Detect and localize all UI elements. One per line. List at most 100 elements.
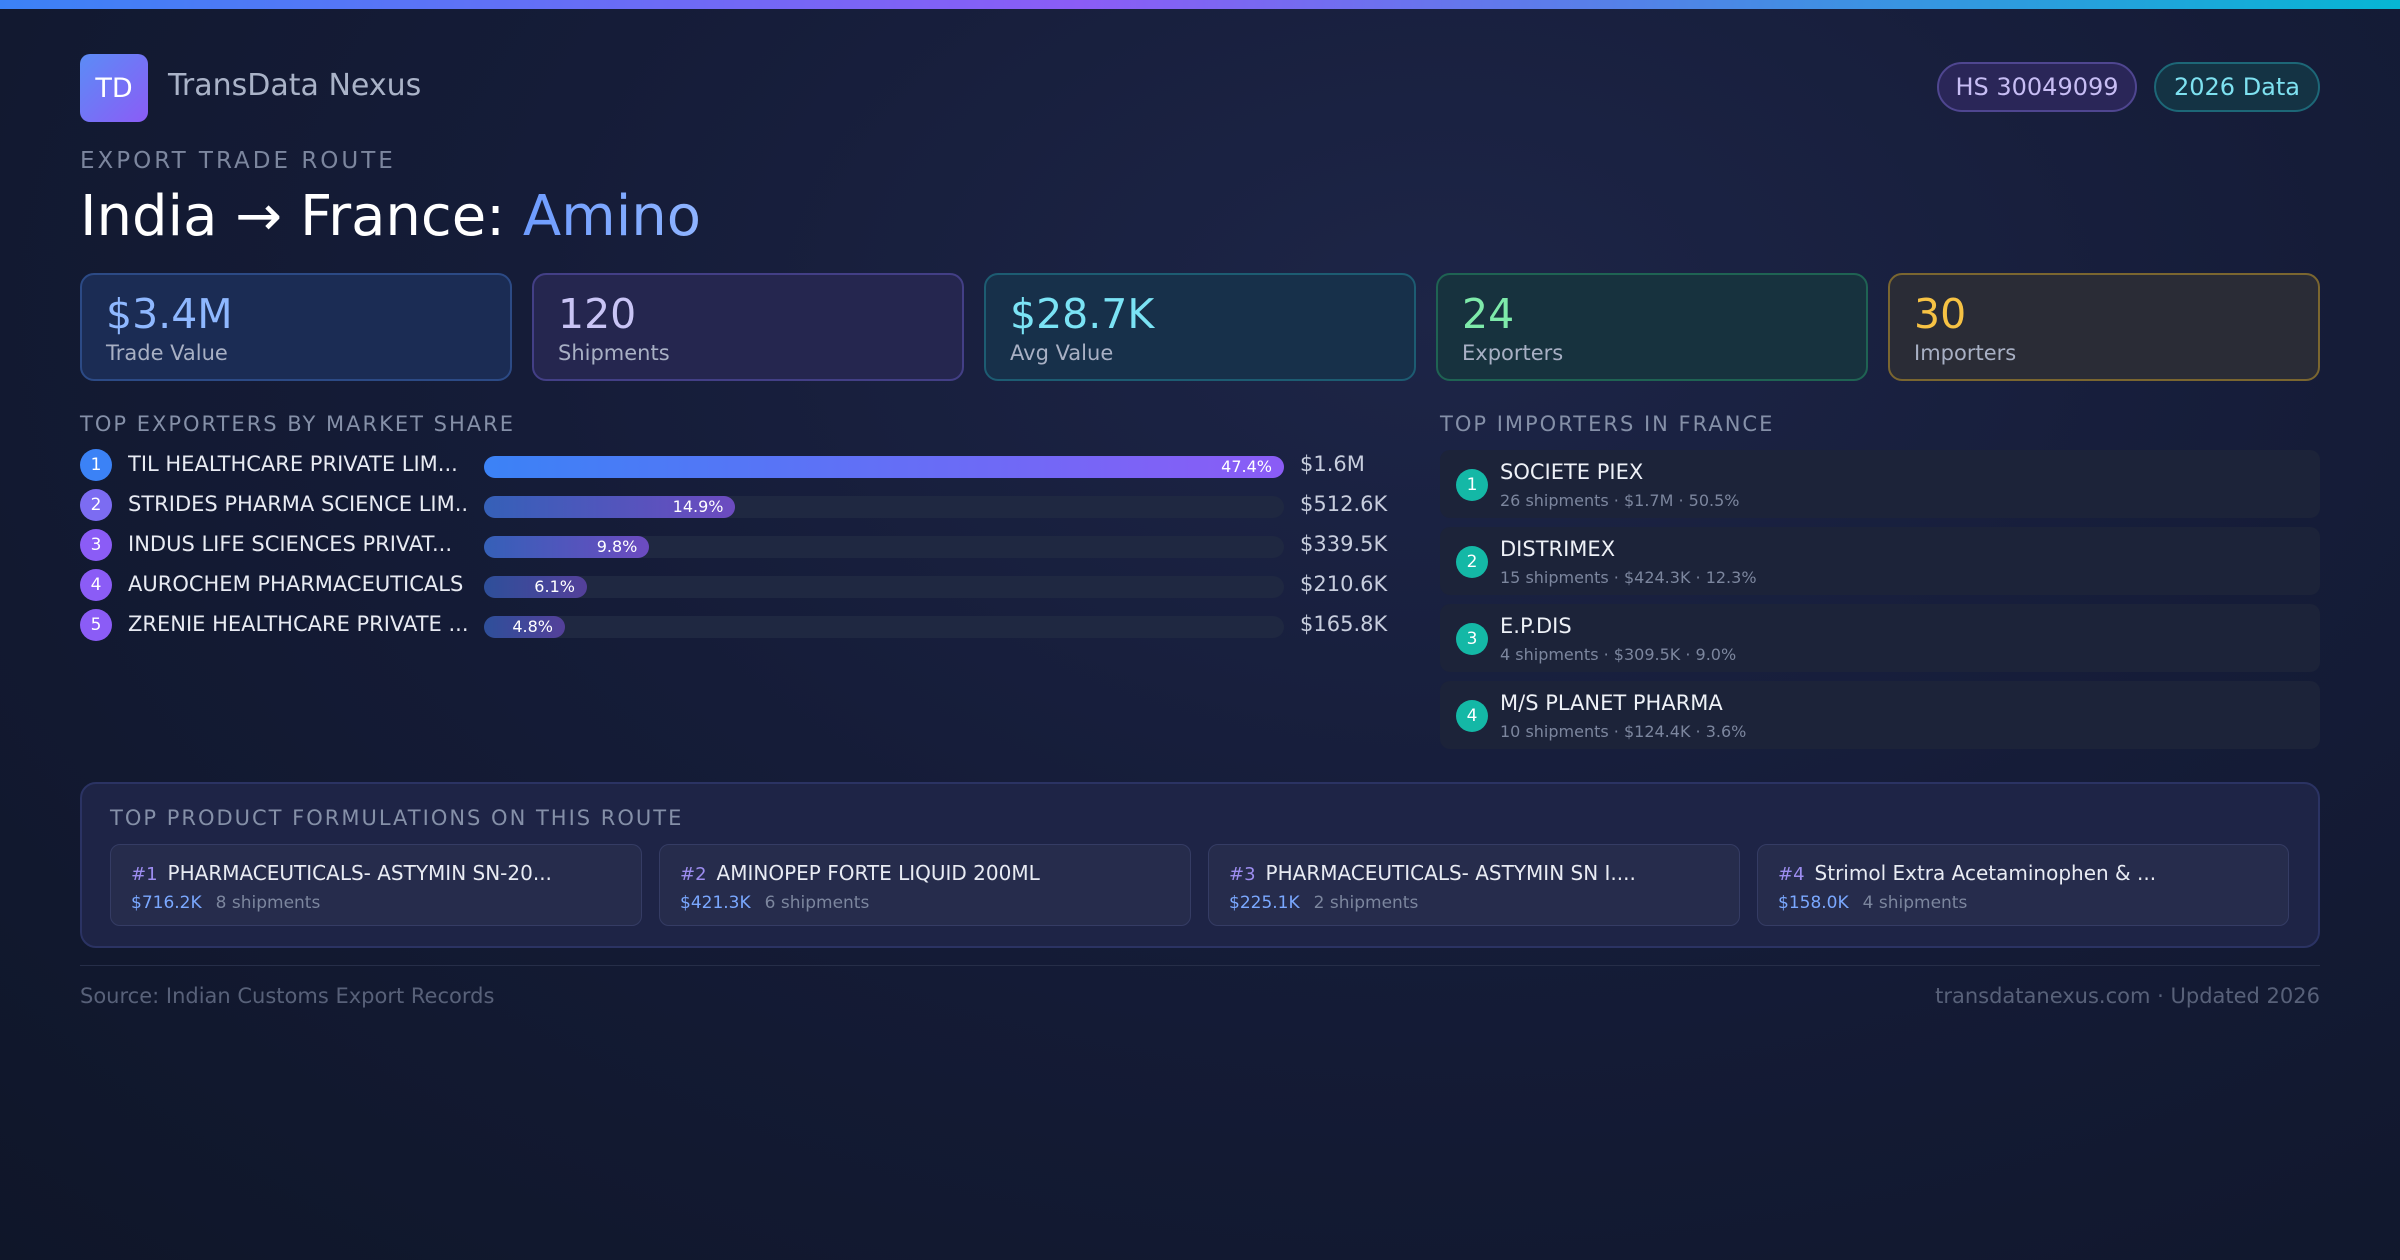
importers-heading: TOP IMPORTERS IN FRANCE [1440,412,1775,436]
importer-card[interactable]: 1 SOCIETE PIEX 26 shipments · $1.7M · 50… [1440,450,2320,518]
share-bar-fill: 9.8% [484,536,650,558]
rank-badge: 1 [80,449,112,481]
rank-badge: 2 [1456,546,1488,578]
importer-details: 4 shipments · $309.5K · 9.0% [1500,645,1737,664]
share-percent: 47.4% [1221,457,1272,476]
product-card[interactable]: #1 PHARMACEUTICALS- ASTYMIN SN-20... $716… [110,844,642,926]
product-card[interactable]: #2 AMINOPEP FORTE LIQUID 200ML $421.3K 6 s… [659,844,1191,926]
importer-card[interactable]: 2 DISTRIMEX 15 shipments · $424.3K · 12.… [1440,527,2320,595]
importer-name: DISTRIMEX [1500,537,1616,561]
stat-label: Importers [1914,341,2017,365]
product-title: #2 AMINOPEP FORTE LIQUID 200ML [680,861,1040,885]
rank-badge: 4 [1456,700,1488,732]
product-name: PHARMACEUTICALS- ASTYMIN SN-20... [167,861,552,885]
stat-label: Avg Value [1010,341,1114,365]
share-bar-fill: 47.4% [484,456,1284,478]
product-value: $225.1K [1229,893,1300,913]
brand-logo[interactable]: TD [80,54,148,122]
share-percent: 4.8% [512,617,553,636]
rank-badge: 5 [80,609,112,641]
exporter-row[interactable]: 4 AUROCHEM PHARMACEUTICALS (... 6.1% $21… [80,569,1387,601]
stat-card-exporters: 24 Exporters [1436,273,1868,381]
product-meta: $421.3K 6 shipments [680,893,869,913]
share-bar-track: 14.9% [484,496,1284,518]
share-percent: 9.8% [596,537,638,556]
hs-code-badge: HS 30049099 [1937,62,2137,112]
stat-value: 120 [558,290,637,338]
stat-label: Exporters [1462,341,1564,365]
share-bar-fill: 4.8% [484,616,565,638]
exporter-row[interactable]: 1 TIL HEALTHCARE PRIVATE LIM... 47.4% $1… [80,449,1380,481]
exporter-row[interactable]: 2 STRIDES PHARMA SCIENCE LIM... 14.9% $5… [80,489,1387,521]
footer-divider [80,965,2320,966]
product-title: #4 Strimol Extra Acetaminophen & ... [1778,861,2156,885]
product-name: AMINOPEP FORTE LIQUID 200ML [716,861,1040,885]
exporter-row[interactable]: 3 INDUS LIFE SCIENCES PRIVAT... 9.8% $33… [80,529,1387,561]
page-title: India → France: Amino [80,184,701,249]
product-name: PHARMACEUTICALS- ASTYMIN SN I.... [1265,861,1636,885]
data-year-badge: 2026 Data [2154,62,2320,112]
product-meta: $716.2K 8 shipments [131,893,320,913]
product-rank: #3 [1229,864,1256,885]
stat-value: 24 [1462,290,1515,338]
product-rank: #4 [1778,864,1805,885]
product-card[interactable]: #3 PHARMACEUTICALS- ASTYMIN SN I.... $225… [1208,844,1740,926]
rank-badge: 4 [80,569,112,601]
importer-card[interactable]: 3 E.P.DIS 4 shipments · $309.5K · 9.0% [1440,604,2320,672]
rank-badge: 1 [1456,469,1488,501]
share-percent: 14.9% [672,497,724,516]
product-meta: $225.1K 2 shipments [1229,893,1418,913]
exporter-value: $210.6K [1300,572,1388,596]
share-bar-track: 47.4% [484,456,1284,478]
product-name: Strimol Extra Acetaminophen & ... [1814,861,2157,885]
site-note[interactable]: transdatanexus.com · Updated 2026 [1935,984,2320,1008]
product-value: $421.3K [680,893,751,913]
share-bar-track: 4.8% [484,616,1284,638]
product-card[interactable]: #4 Strimol Extra Acetaminophen & ... $158… [1757,844,2289,926]
exporter-value: $339.5K [1300,532,1388,556]
top-accent-bar [0,0,2400,9]
share-bar-track: 6.1% [484,576,1284,598]
product-title: #3 PHARMACEUTICALS- ASTYMIN SN I.... [1229,861,1636,885]
product-rank: #2 [680,864,707,885]
product-shipments: 4 shipments [1862,893,1968,913]
logo-text: TD [95,72,133,104]
stat-value: $3.4M [106,290,233,338]
exporter-name: TIL HEALTHCARE PRIVATE LIM... [128,452,458,476]
stat-label: Trade Value [106,341,228,365]
importer-name: M/S PLANET PHARMA [1500,691,1723,715]
share-bar-fill: 14.9% [484,496,736,518]
share-percent: 6.1% [534,577,575,596]
product-title: #1 PHARMACEUTICALS- ASTYMIN SN-20... [131,861,552,885]
route-eyebrow: EXPORT TRADE ROUTE [80,148,396,174]
importer-details: 10 shipments · $124.4K · 3.6% [1500,722,1747,741]
importer-name: E.P.DIS [1500,614,1572,638]
exporter-value: $512.6K [1300,492,1388,516]
stat-value: $28.7K [1010,290,1155,338]
source-note: Source: Indian Customs Export Records [80,984,495,1008]
exporter-name: INDUS LIFE SCIENCES PRIVAT... [128,532,453,556]
stat-card-trade-value: $3.4M Trade Value [80,273,512,381]
brand-name[interactable]: TransData Nexus [168,68,422,103]
importer-card[interactable]: 4 M/S PLANET PHARMA 10 shipments · $124.… [1440,681,2320,749]
title-route: India → France: [80,184,523,249]
share-bar-track: 9.8% [484,536,1284,558]
importer-details: 15 shipments · $424.3K · 12.3% [1500,568,1757,587]
exporter-name: AUROCHEM PHARMACEUTICALS (... [128,572,468,596]
exporter-name: ZRENIE HEALTHCARE PRIVATE ... [128,612,468,636]
title-product: Amino [522,184,702,249]
stat-label: Shipments [558,341,670,365]
rank-badge: 2 [80,489,112,521]
product-value: $716.2K [131,893,202,913]
rank-badge: 3 [1456,623,1488,655]
product-shipments: 2 shipments [1313,893,1419,913]
exporter-row[interactable]: 5 ZRENIE HEALTHCARE PRIVATE ... 4.8% $16… [80,609,1387,641]
product-shipments: 6 shipments [764,893,870,913]
product-meta: $158.0K 4 shipments [1778,893,1967,913]
exporter-name: STRIDES PHARMA SCIENCE LIM... [128,492,468,516]
exporter-value: $1.6M [1300,452,1365,476]
importer-name: SOCIETE PIEX [1500,460,1644,484]
exporter-value: $165.8K [1300,612,1388,636]
stat-card-avg-value: $28.7K Avg Value [984,273,1416,381]
rank-badge: 3 [80,529,112,561]
